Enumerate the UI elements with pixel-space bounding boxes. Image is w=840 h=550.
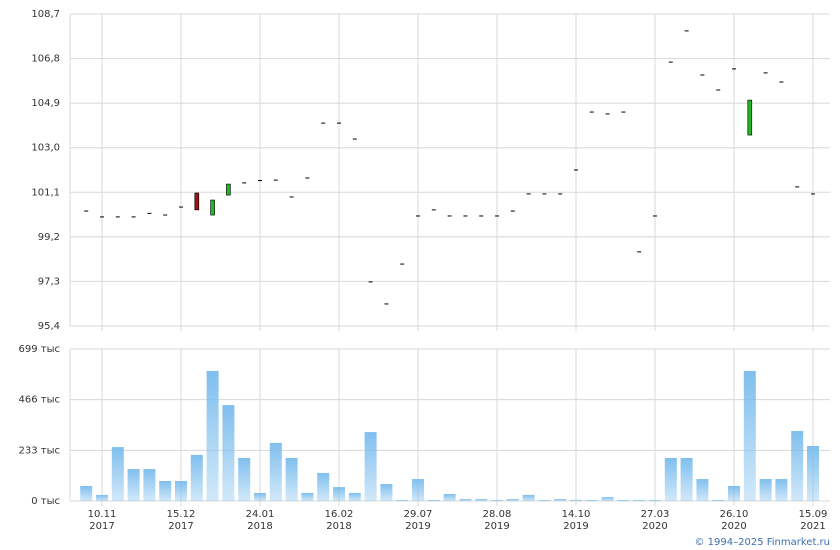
bar bbox=[222, 405, 235, 501]
y-tick-label: 103,0 bbox=[31, 143, 60, 154]
x-tick-label: 2017 bbox=[89, 521, 114, 532]
bar bbox=[633, 499, 646, 501]
bar bbox=[380, 484, 393, 501]
x-tick-label: 27.03 bbox=[641, 509, 670, 520]
y-tick-label: 97,3 bbox=[38, 276, 60, 287]
bar bbox=[317, 472, 330, 501]
bar bbox=[159, 480, 172, 501]
y-tick-label: 101,1 bbox=[31, 187, 60, 198]
candle-body bbox=[747, 99, 753, 136]
x-tick-label: 28.08 bbox=[483, 509, 512, 520]
x-tick-label: 16.02 bbox=[325, 509, 354, 520]
bar bbox=[554, 499, 567, 501]
bar bbox=[538, 499, 551, 501]
bar bbox=[254, 492, 266, 501]
bar bbox=[506, 499, 519, 501]
bar bbox=[696, 479, 709, 501]
x-tick-label: 2019 bbox=[563, 521, 588, 532]
bar bbox=[285, 457, 298, 501]
x-tick-label: 2018 bbox=[247, 521, 272, 532]
y-tick-label: 108,7 bbox=[31, 9, 60, 20]
y-tick-label: 233 тыс bbox=[19, 445, 60, 456]
y-tick-label: 0 тыс bbox=[31, 496, 60, 507]
bar bbox=[396, 499, 409, 501]
x-tick-label: 2019 bbox=[484, 521, 509, 532]
x-tick-label: 26.10 bbox=[720, 509, 749, 520]
y-tick-label: 466 тыс bbox=[19, 395, 60, 406]
bar bbox=[412, 479, 424, 501]
bar bbox=[301, 492, 314, 501]
x-tick-label: 2018 bbox=[326, 521, 351, 532]
bar bbox=[127, 469, 140, 501]
bar bbox=[522, 494, 535, 501]
x-tick-label: 2021 bbox=[800, 521, 825, 532]
x-tick-label: 2020 bbox=[642, 521, 667, 532]
bar bbox=[96, 494, 108, 501]
x-tick-label: 14.10 bbox=[562, 509, 591, 520]
bar bbox=[80, 485, 93, 501]
bar bbox=[348, 492, 361, 501]
candle-body bbox=[226, 183, 231, 196]
bar bbox=[459, 499, 472, 501]
bar bbox=[585, 499, 598, 501]
bar bbox=[443, 494, 456, 501]
x-tick-label: 10.11 bbox=[88, 509, 117, 520]
bar bbox=[206, 370, 219, 501]
bar bbox=[427, 499, 440, 501]
bar bbox=[475, 499, 488, 501]
x-tick-label: 2017 bbox=[168, 521, 193, 532]
candle-body bbox=[210, 199, 215, 216]
bar bbox=[807, 445, 819, 501]
x-tick-label: 2019 bbox=[405, 521, 430, 532]
x-tick-label: 24.01 bbox=[246, 509, 275, 520]
footer: © 1994–2025 Finmarket.ru bbox=[694, 537, 830, 548]
bar bbox=[175, 480, 187, 501]
bar bbox=[617, 499, 630, 501]
candle-body bbox=[194, 192, 200, 211]
bar bbox=[649, 499, 661, 501]
bar bbox=[143, 469, 156, 501]
bar bbox=[364, 432, 377, 501]
bar bbox=[333, 487, 345, 501]
bar bbox=[791, 430, 804, 501]
y-tick-label: 99,2 bbox=[38, 232, 60, 243]
bar bbox=[491, 499, 503, 501]
bar bbox=[570, 499, 582, 501]
bar bbox=[759, 479, 772, 501]
x-tick-label: 15.12 bbox=[167, 509, 196, 520]
bar bbox=[269, 442, 282, 501]
bar bbox=[680, 457, 693, 501]
bar bbox=[664, 457, 677, 501]
bar bbox=[111, 447, 124, 501]
x-tick-label: 29.07 bbox=[404, 509, 433, 520]
x-tick-label: 2020 bbox=[721, 521, 746, 532]
y-tick-label: 104,9 bbox=[31, 98, 60, 109]
bar bbox=[728, 485, 740, 501]
y-tick-label: 106,8 bbox=[31, 54, 60, 65]
bar bbox=[775, 479, 788, 501]
y-tick-label: 95,4 bbox=[38, 321, 60, 332]
y-tick-label: 699 тыс bbox=[19, 344, 60, 355]
x-tick-label: 15.09 bbox=[799, 509, 828, 520]
bar bbox=[601, 497, 614, 501]
bar bbox=[712, 499, 725, 501]
bar bbox=[190, 454, 203, 501]
bar bbox=[743, 370, 756, 501]
bar bbox=[238, 457, 251, 501]
